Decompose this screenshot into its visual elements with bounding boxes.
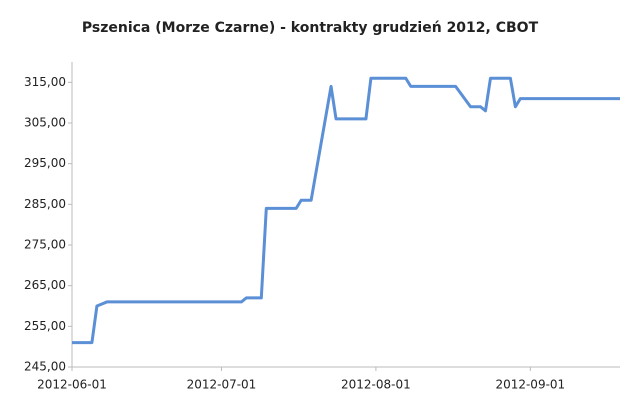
y-tick-label: 275,00	[24, 238, 66, 252]
y-tick-label: 305,00	[24, 116, 66, 130]
chart-title: Pszenica (Morze Czarne) - kontrakty grud…	[82, 20, 539, 36]
y-tick-label: 315,00	[24, 75, 66, 89]
y-tick-label: 285,00	[24, 197, 66, 211]
y-tick-label: 265,00	[24, 278, 66, 292]
x-tick-label: 2012-06-01	[37, 378, 107, 392]
y-tick-label: 255,00	[24, 319, 66, 333]
data-line	[72, 76, 620, 345]
x-tick-label: 2012-07-01	[187, 378, 257, 392]
y-tick-label: 295,00	[24, 156, 66, 170]
x-tick-label: 2012-08-01	[341, 378, 411, 392]
y-tick-label: 245,00	[24, 360, 66, 374]
x-tick-label: 2012-09-01	[495, 378, 565, 392]
